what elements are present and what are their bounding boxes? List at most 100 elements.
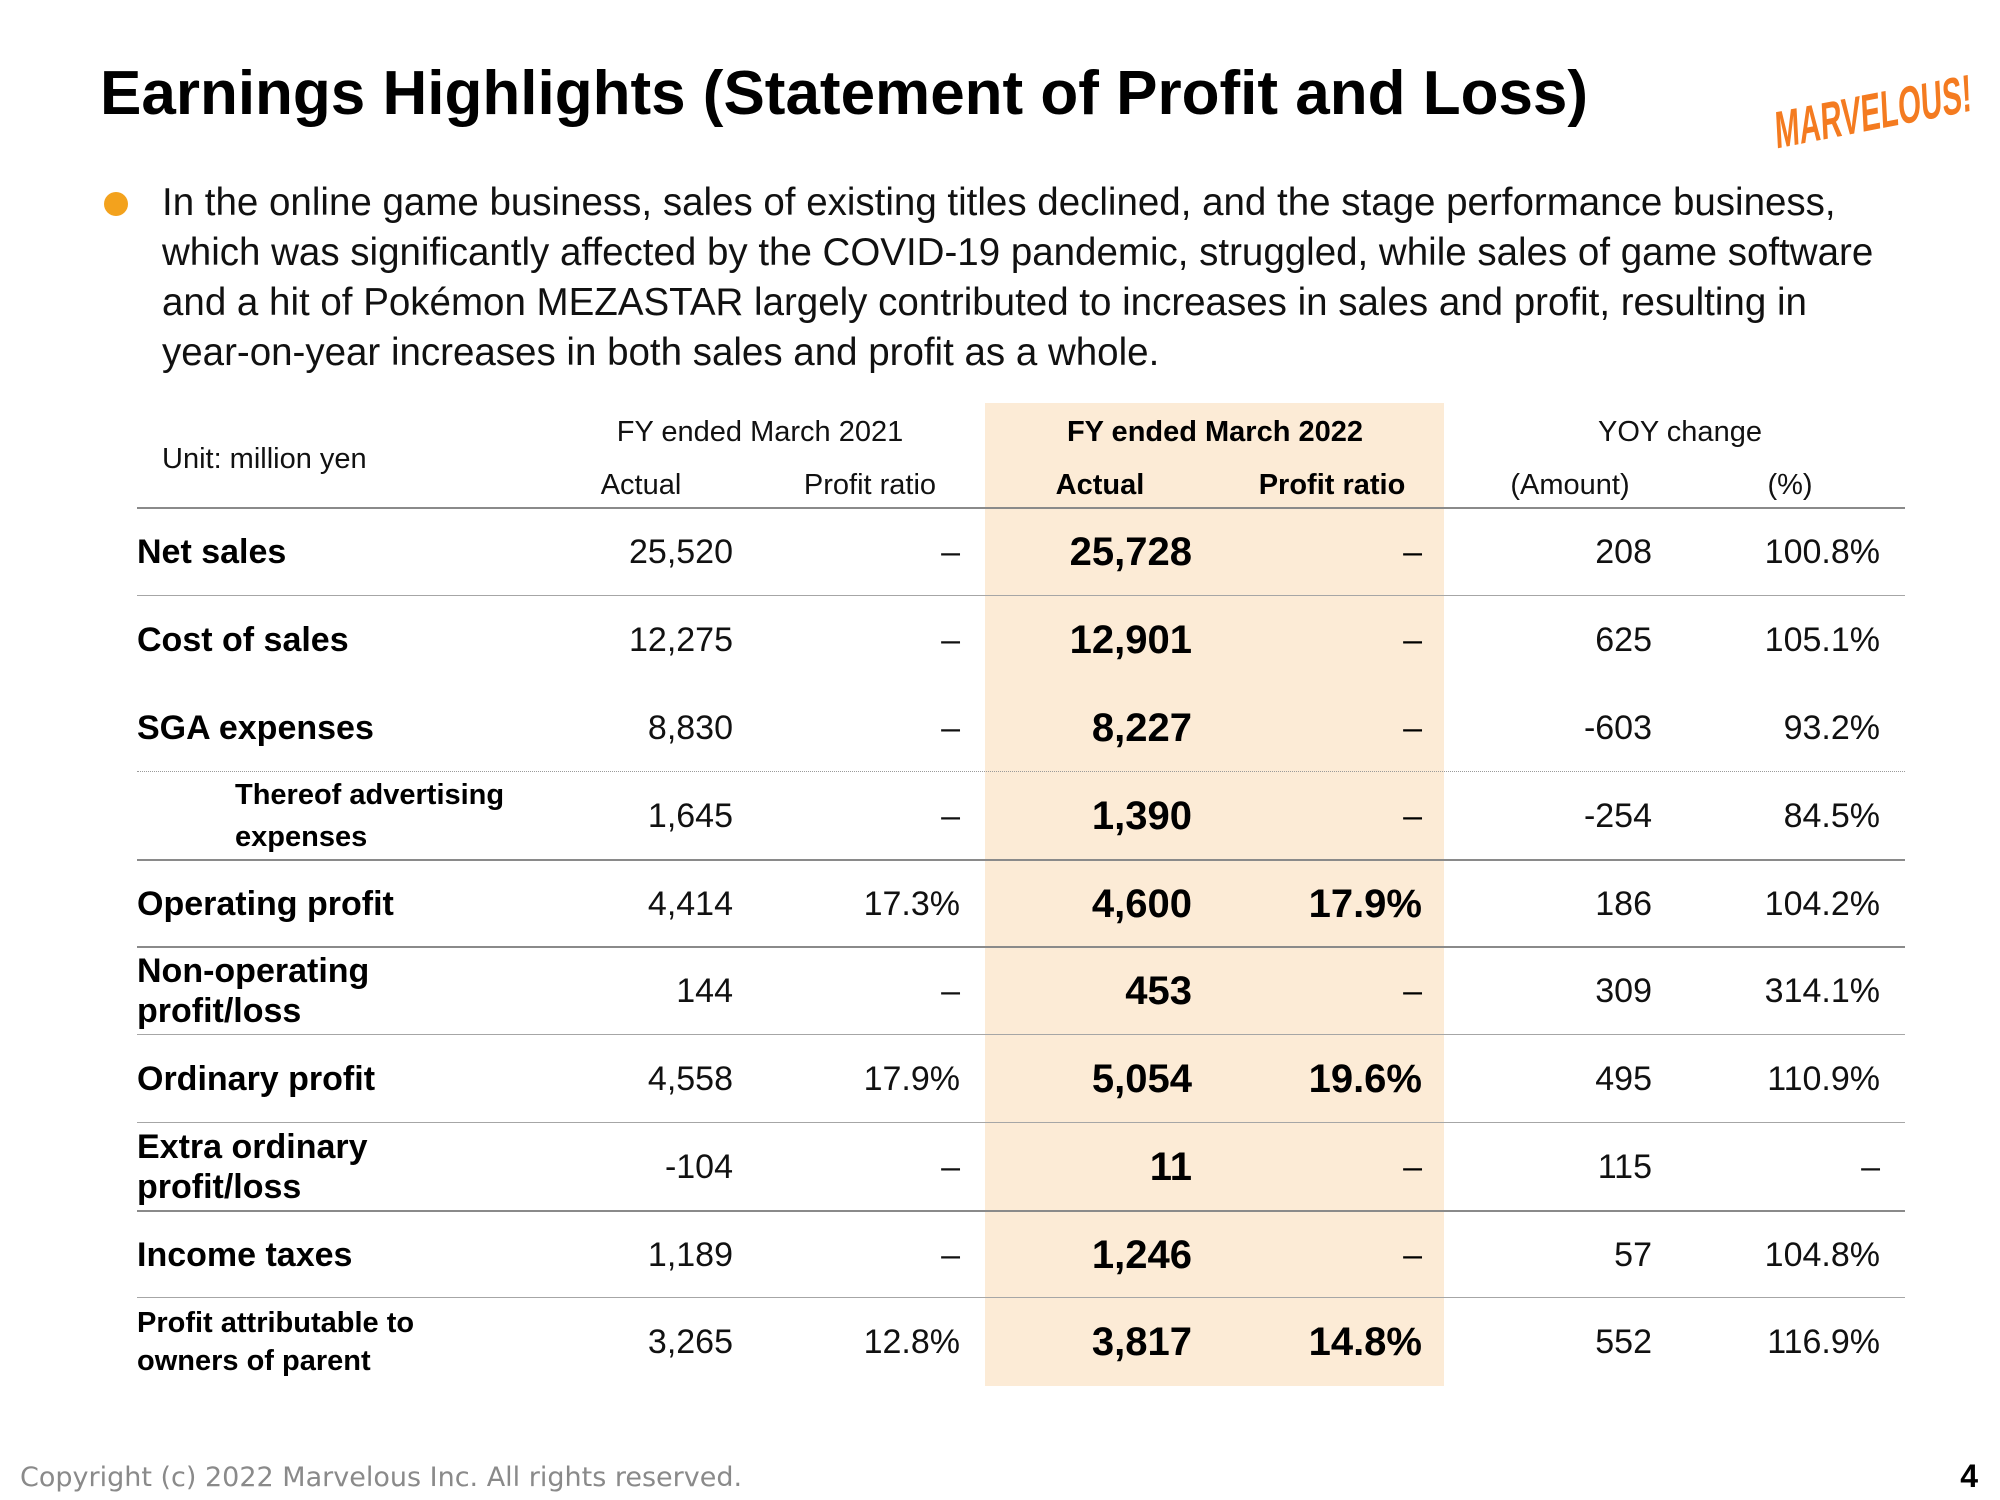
fy2021-ratio-value: 12.8% bbox=[863, 1322, 960, 1361]
yoy-amount-value: 208 bbox=[1595, 532, 1652, 571]
header-fy2021: FY ended March 2021 bbox=[616, 416, 904, 448]
row-label: Cost of sales bbox=[137, 621, 349, 659]
row-divider bbox=[137, 1034, 1905, 1035]
fy2021-ratio-value: – bbox=[941, 1147, 960, 1186]
table-row: Net sales 25,520 – 25,728 – 208 100.8% bbox=[0, 508, 2000, 596]
table-row: Income taxes 1,189 – 1,246 – 57 104.8% bbox=[0, 1211, 2000, 1299]
fy2021-actual-value: 1,645 bbox=[647, 796, 733, 835]
logo-text: MARVELOUS! bbox=[1774, 64, 1973, 158]
fy2021-ratio-value: – bbox=[941, 1235, 960, 1274]
row-label: Thereof advertising expenses bbox=[235, 779, 505, 853]
yoy-percent-value: 93.2% bbox=[1783, 708, 1880, 747]
fy2021-actual-value: 25,520 bbox=[629, 532, 733, 571]
yoy-amount-value: 625 bbox=[1595, 620, 1652, 659]
fy2021-actual-value: 144 bbox=[676, 971, 733, 1010]
fy2022-ratio-value: – bbox=[1403, 796, 1422, 835]
yoy-amount-value: -254 bbox=[1583, 796, 1652, 835]
yoy-amount-value: 495 bbox=[1595, 1059, 1652, 1098]
row-divider bbox=[137, 1122, 1905, 1123]
fy2021-ratio-value: 17.9% bbox=[863, 1059, 960, 1098]
yoy-amount-value: 309 bbox=[1595, 971, 1652, 1010]
table-row: Operating profit 4,414 17.3% 4,600 17.9%… bbox=[0, 860, 2000, 948]
yoy-percent-value: 110.9% bbox=[1767, 1059, 1880, 1098]
row-label: Net sales bbox=[137, 533, 287, 571]
yoy-amount-value: -603 bbox=[1583, 708, 1652, 747]
yoy-amount-value: 552 bbox=[1595, 1322, 1652, 1361]
fy2022-ratio-value: – bbox=[1403, 620, 1422, 659]
fy2022-actual-value: 1,390 bbox=[1091, 793, 1192, 838]
table-row: Profit attributable to owners of parent … bbox=[0, 1298, 2000, 1386]
table-row: Extra ordinary profit/loss -104 – 11 – 1… bbox=[0, 1123, 2000, 1211]
row-label: Ordinary profit bbox=[137, 1060, 376, 1098]
fy2022-actual-value: 12,901 bbox=[1069, 617, 1192, 662]
row-divider bbox=[137, 771, 1905, 772]
row-label: Profit attributable to owners of parent bbox=[137, 1307, 415, 1377]
yoy-percent-value: 100.8% bbox=[1764, 532, 1880, 571]
header-fy2021-ratio: Profit ratio bbox=[803, 469, 937, 501]
yoy-percent-value: 104.2% bbox=[1764, 884, 1880, 923]
yoy-amount-value: 115 bbox=[1597, 1147, 1652, 1186]
fy2022-ratio-value: 14.8% bbox=[1308, 1319, 1422, 1364]
fy2021-actual-value: -104 bbox=[664, 1147, 733, 1186]
yoy-percent-value: 104.8% bbox=[1764, 1235, 1880, 1274]
fy2022-ratio-value: – bbox=[1403, 1235, 1422, 1274]
bullet-dot bbox=[104, 192, 128, 216]
fy2022-actual-value: 11 bbox=[1149, 1144, 1192, 1189]
header-fy2022: FY ended March 2022 bbox=[1066, 416, 1364, 448]
marvelous-logo: MARVELOUS! bbox=[1774, 64, 1973, 158]
table-row: Cost of sales 12,275 – 12,901 – 625 105.… bbox=[0, 596, 2000, 684]
summary-text: In the online game business, sales of ex… bbox=[162, 181, 1874, 374]
table-row: Thereof advertising expenses 1,645 – 1,3… bbox=[0, 772, 2000, 860]
fy2022-ratio-value: 19.6% bbox=[1308, 1056, 1422, 1101]
row-label: Operating profit bbox=[137, 885, 394, 923]
fy2022-actual-value: 8,227 bbox=[1091, 705, 1192, 750]
header-divider bbox=[137, 507, 1905, 509]
yoy-percent-value: 84.5% bbox=[1783, 796, 1880, 835]
fy2022-ratio-value: – bbox=[1403, 1147, 1422, 1186]
fy2021-actual-value: 3,265 bbox=[647, 1322, 733, 1361]
fy2021-actual-value: 12,275 bbox=[629, 620, 733, 659]
fy2021-ratio-value: – bbox=[941, 796, 960, 835]
fy2021-ratio-value: – bbox=[941, 532, 960, 571]
yoy-percent-value: 314.1% bbox=[1764, 971, 1880, 1010]
header-fy2022-ratio: Profit ratio bbox=[1258, 469, 1406, 501]
row-label: SGA expenses bbox=[137, 709, 374, 747]
fy2021-ratio-value: – bbox=[941, 708, 960, 747]
row-divider bbox=[137, 1210, 1905, 1212]
fy2021-actual-value: 8,830 bbox=[647, 708, 733, 747]
fy2022-actual-value: 4,600 bbox=[1091, 881, 1192, 926]
fy2021-actual-value: 1,189 bbox=[647, 1235, 733, 1274]
fy2021-actual-value: 4,558 bbox=[647, 1059, 733, 1098]
fy2022-actual-value: 25,728 bbox=[1069, 529, 1192, 574]
row-divider bbox=[137, 1297, 1905, 1298]
fy2022-highlight bbox=[985, 403, 1444, 1386]
yoy-percent-value: – bbox=[1861, 1147, 1880, 1186]
fy2022-ratio-value: – bbox=[1403, 971, 1422, 1010]
header-yoy-amount: (Amount) bbox=[1510, 469, 1630, 501]
row-divider bbox=[137, 595, 1905, 596]
fy2022-ratio-value: – bbox=[1403, 532, 1422, 571]
fy2022-ratio-value: 17.9% bbox=[1308, 881, 1422, 926]
row-divider bbox=[137, 859, 1905, 861]
header-yoy-percent: (%) bbox=[1767, 469, 1813, 501]
header-fy2022-actual: Actual bbox=[1055, 469, 1145, 501]
fy2022-actual-value: 3,817 bbox=[1091, 1319, 1192, 1364]
yoy-amount-value: 57 bbox=[1614, 1235, 1652, 1274]
table-row: SGA expenses 8,830 – 8,227 – -603 93.2% bbox=[0, 684, 2000, 772]
fy2021-ratio-value: 17.3% bbox=[863, 884, 960, 923]
page-number: 4 bbox=[1960, 1458, 1978, 1494]
fy2022-actual-value: 5,054 bbox=[1091, 1056, 1192, 1101]
fy2021-actual-value: 4,414 bbox=[647, 884, 733, 923]
page-title: Earnings Highlights (Statement of Profit… bbox=[100, 59, 1589, 128]
copyright-footer: Copyright (c) 2022 Marvelous Inc. All ri… bbox=[20, 1462, 743, 1493]
header-fy2021-actual: Actual bbox=[600, 469, 682, 501]
unit-label: Unit: million yen bbox=[162, 443, 367, 475]
yoy-amount-value: 186 bbox=[1595, 884, 1652, 923]
fy2022-actual-value: 1,246 bbox=[1091, 1232, 1192, 1277]
fy2021-ratio-value: – bbox=[941, 620, 960, 659]
yoy-percent-value: 105.1% bbox=[1764, 620, 1880, 659]
fy2021-ratio-value: – bbox=[941, 971, 960, 1010]
row-divider bbox=[137, 946, 1905, 948]
table-row: Non-operating profit/loss 144 – 453 – 30… bbox=[0, 947, 2000, 1035]
fy2022-ratio-value: – bbox=[1403, 708, 1422, 747]
